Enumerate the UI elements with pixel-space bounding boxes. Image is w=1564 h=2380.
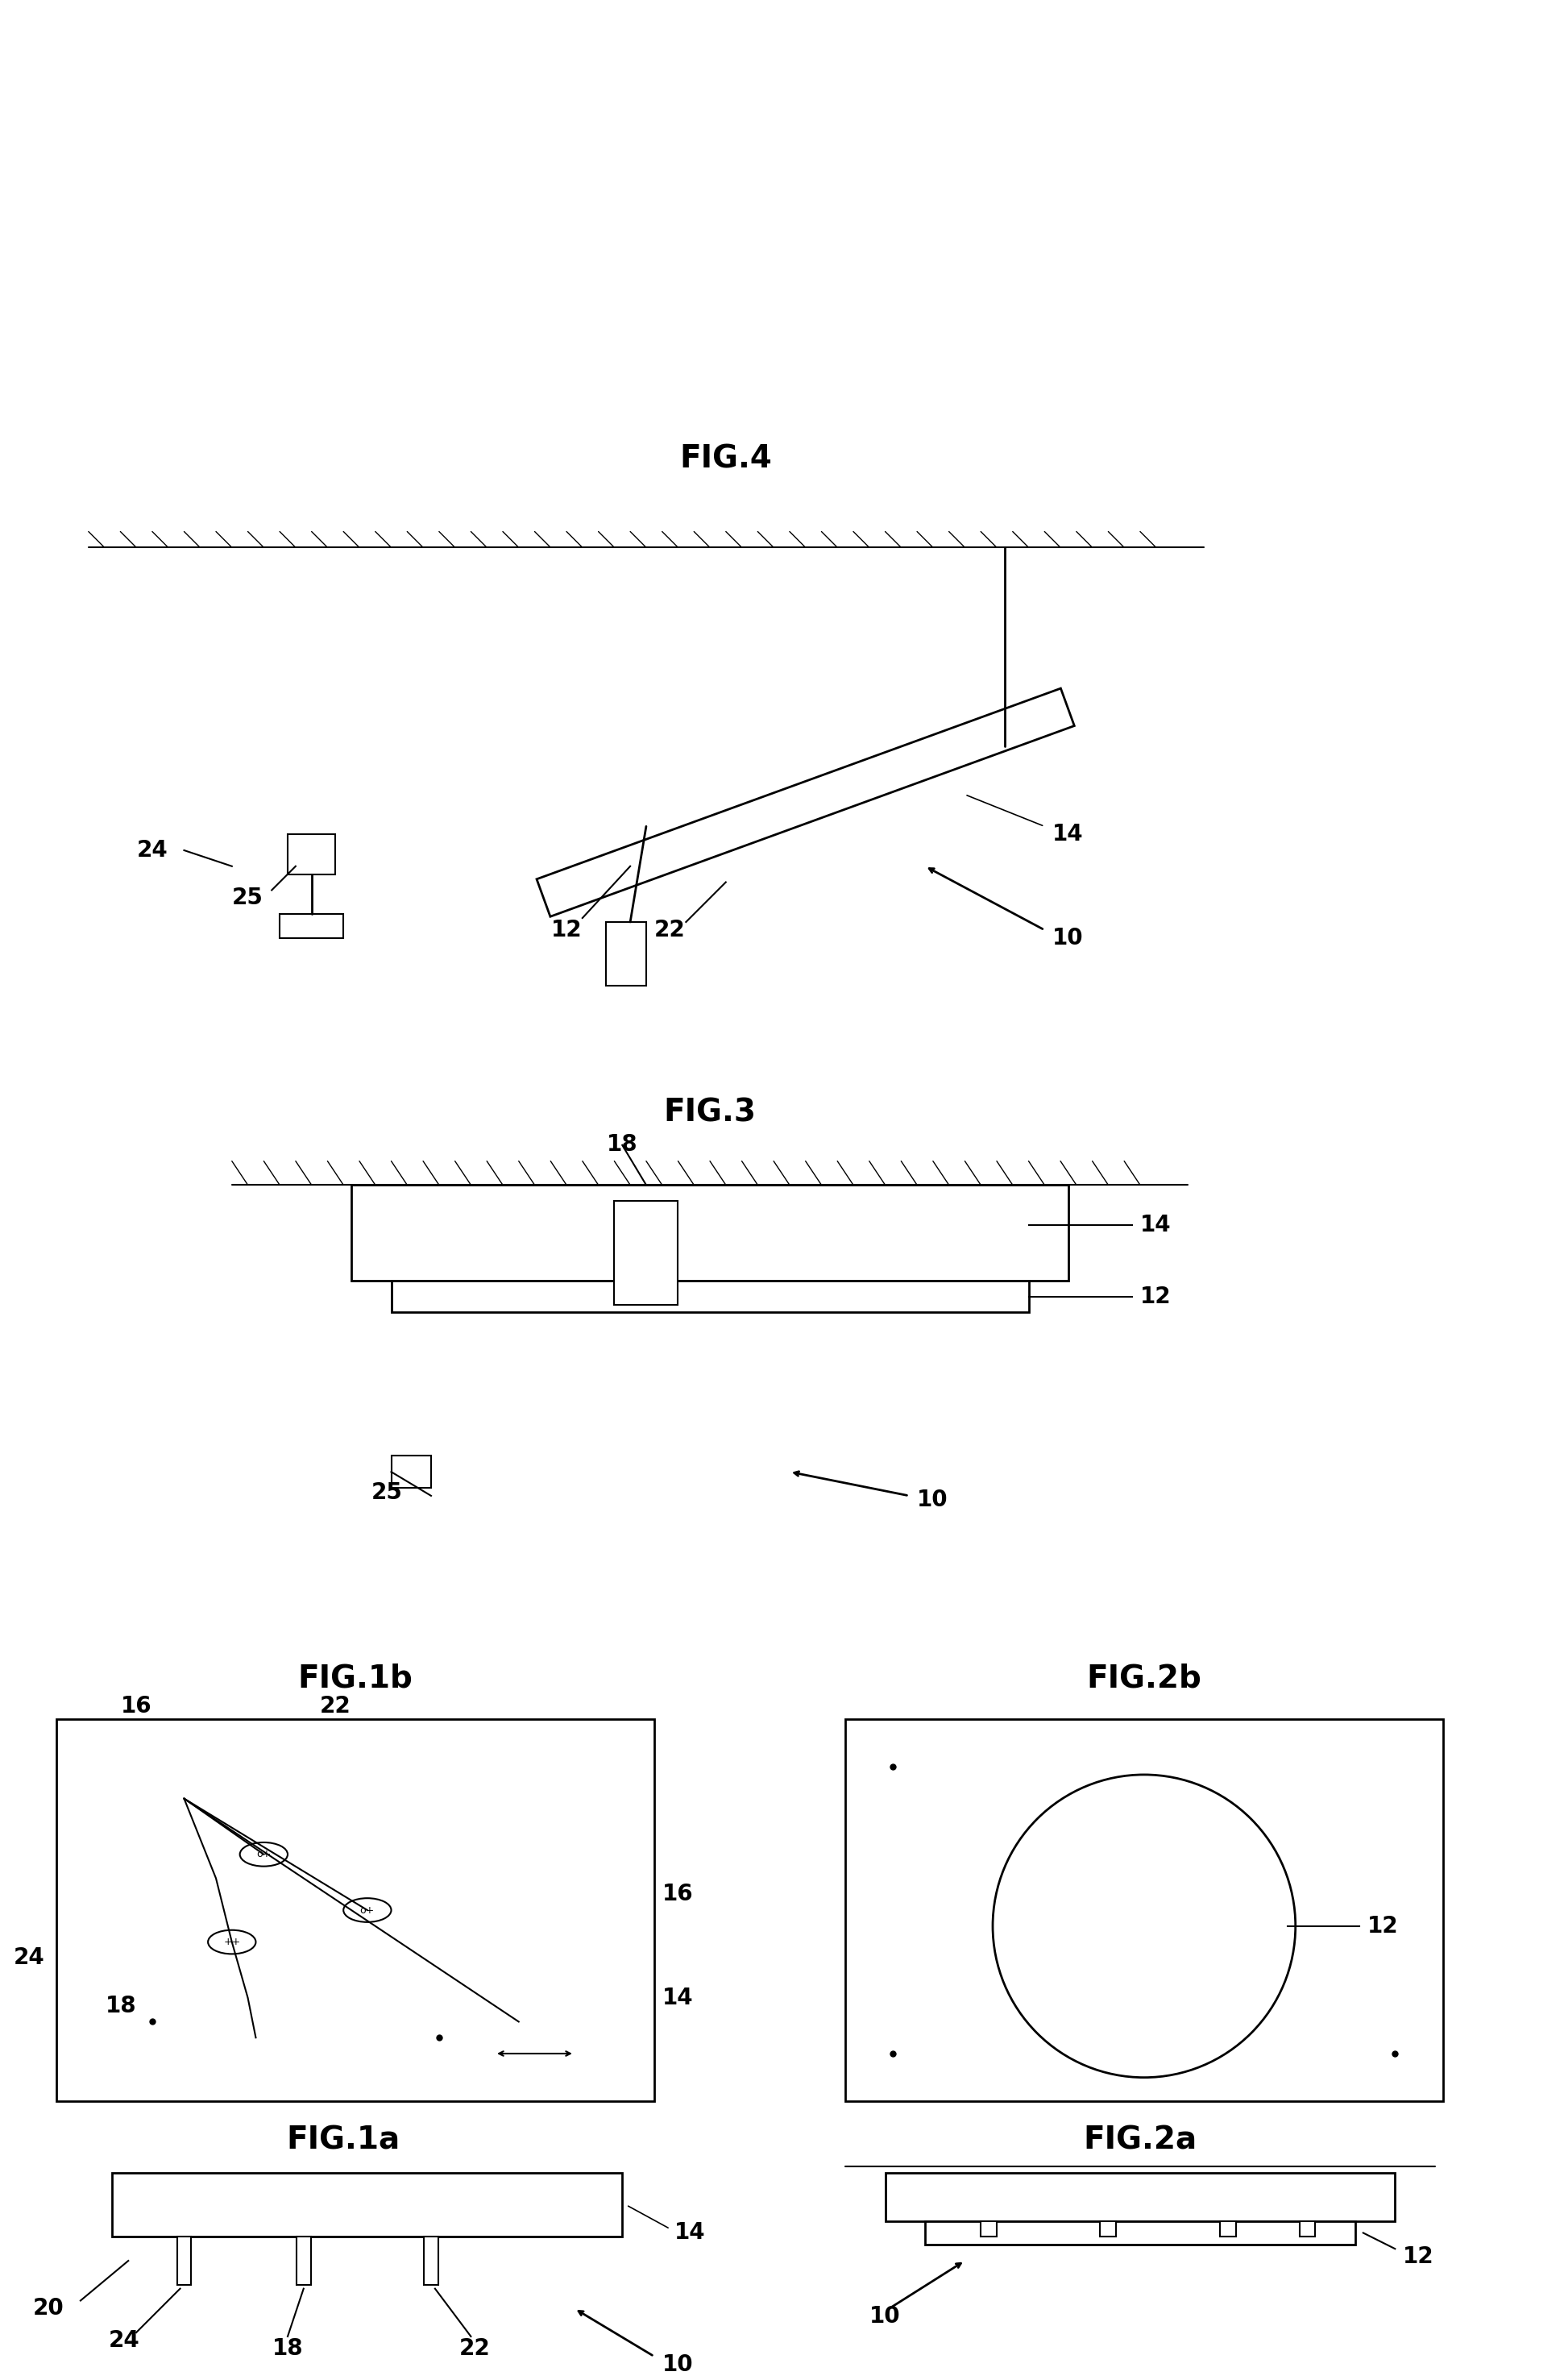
Text: FIG.2a: FIG.2a <box>1084 2125 1196 2156</box>
Bar <box>1101 2221 1117 2237</box>
Bar <box>1300 2221 1315 2237</box>
Text: o+: o+ <box>256 1849 271 1859</box>
Circle shape <box>993 1775 1295 2078</box>
Bar <box>391 1280 1029 1311</box>
Text: FIG.4: FIG.4 <box>679 445 773 474</box>
Bar <box>288 835 335 873</box>
Bar <box>280 914 344 938</box>
Text: 24: 24 <box>136 840 167 862</box>
Text: ++: ++ <box>224 1937 241 1947</box>
Bar <box>424 2237 438 2285</box>
Text: 16: 16 <box>662 1883 693 1906</box>
Text: 24: 24 <box>109 2330 139 2351</box>
Text: 14: 14 <box>674 2221 705 2244</box>
Bar <box>352 1185 1068 1280</box>
Text: 12: 12 <box>1367 1916 1398 1937</box>
Bar <box>615 1202 679 1304</box>
Bar <box>391 1457 432 1488</box>
Text: 25: 25 <box>231 888 263 909</box>
Text: 14: 14 <box>1140 1214 1171 1235</box>
Text: 18: 18 <box>105 1994 136 2016</box>
Text: FIG.1a: FIG.1a <box>286 2125 400 2156</box>
Text: 14: 14 <box>1053 823 1084 845</box>
Text: 10: 10 <box>662 2354 693 2375</box>
Text: 10: 10 <box>917 1488 948 1511</box>
Text: FIG.1b: FIG.1b <box>297 1664 413 1695</box>
Text: FIG.2b: FIG.2b <box>1087 1664 1201 1695</box>
Text: 16: 16 <box>120 1695 152 1718</box>
Bar <box>981 2221 996 2237</box>
Text: 18: 18 <box>272 2337 303 2359</box>
Text: 12: 12 <box>1140 1285 1171 1309</box>
Text: 24: 24 <box>14 1947 45 1968</box>
Text: FIG.3: FIG.3 <box>663 1097 757 1128</box>
Bar <box>177 2237 191 2285</box>
Text: 14: 14 <box>662 1987 693 2009</box>
Bar <box>845 1718 1444 2102</box>
Polygon shape <box>536 688 1074 916</box>
Bar <box>607 921 646 985</box>
Ellipse shape <box>208 1930 256 1954</box>
Text: 12: 12 <box>1403 2244 1434 2268</box>
Text: 20: 20 <box>33 2297 64 2320</box>
Text: 10: 10 <box>1053 926 1084 950</box>
Bar <box>1220 2221 1236 2237</box>
Ellipse shape <box>239 1842 288 1866</box>
Text: 25: 25 <box>372 1480 404 1504</box>
Bar <box>56 1718 654 2102</box>
Bar <box>113 2173 622 2237</box>
Text: 10: 10 <box>870 2306 901 2328</box>
Text: 22: 22 <box>321 1695 350 1718</box>
Text: 22: 22 <box>654 919 685 940</box>
Bar <box>297 2237 311 2285</box>
Text: 12: 12 <box>551 919 582 940</box>
Ellipse shape <box>344 1899 391 1923</box>
Text: 18: 18 <box>607 1133 638 1157</box>
Text: o+: o+ <box>360 1904 375 1916</box>
Bar <box>924 2221 1356 2244</box>
Bar <box>885 2173 1395 2221</box>
Text: 22: 22 <box>460 2337 491 2359</box>
